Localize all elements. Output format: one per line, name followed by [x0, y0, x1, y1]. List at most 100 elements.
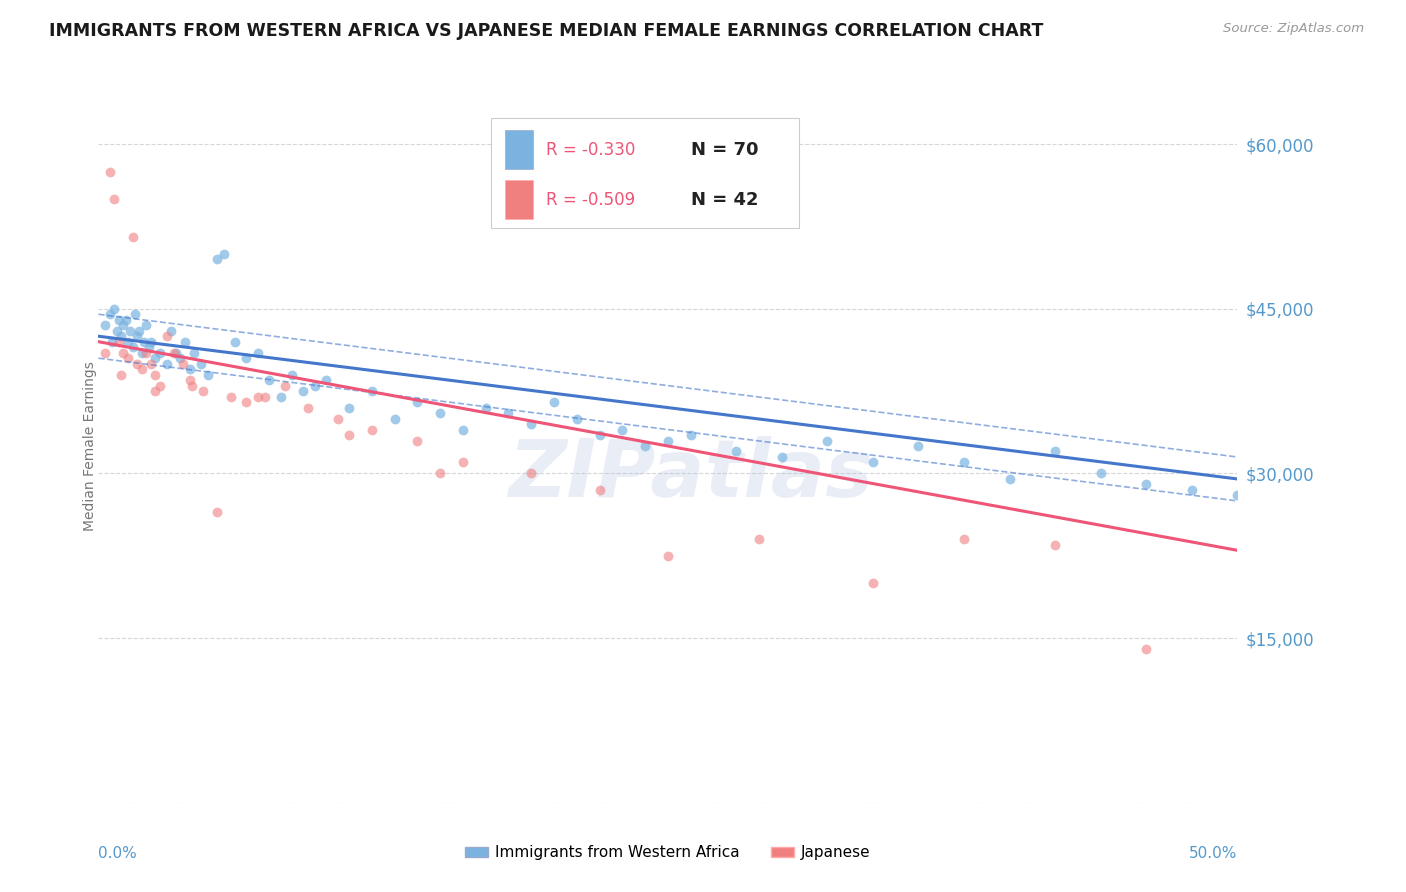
Point	[337, 401, 360, 415]
Point	[197, 368, 219, 382]
Point	[657, 549, 679, 563]
Point	[98, 307, 121, 321]
Text: Source: ZipAtlas.com: Source: ZipAtlas.com	[1223, 22, 1364, 36]
Point	[149, 345, 172, 359]
Point	[1090, 467, 1112, 481]
Point	[132, 334, 155, 349]
Point	[270, 390, 292, 404]
Point	[117, 351, 139, 366]
Point	[520, 417, 543, 431]
Point	[360, 423, 382, 437]
Text: N = 42: N = 42	[690, 191, 758, 209]
Point	[212, 247, 235, 261]
Text: N = 70: N = 70	[690, 141, 758, 159]
Point	[114, 312, 136, 326]
Text: IMMIGRANTS FROM WESTERN AFRICA VS JAPANESE MEDIAN FEMALE EARNINGS CORRELATION CH: IMMIGRANTS FROM WESTERN AFRICA VS JAPANE…	[49, 22, 1043, 40]
Point	[451, 455, 474, 469]
Point	[998, 472, 1021, 486]
Point	[246, 345, 269, 359]
Point	[315, 373, 337, 387]
Point	[180, 378, 202, 392]
FancyBboxPatch shape	[505, 130, 533, 169]
Point	[135, 318, 157, 333]
Point	[94, 318, 117, 333]
Point	[815, 434, 838, 448]
Point	[406, 434, 429, 448]
Point	[160, 324, 183, 338]
Point	[1135, 477, 1157, 491]
Point	[1135, 642, 1157, 657]
Point	[124, 307, 146, 321]
Point	[103, 301, 125, 316]
Point	[326, 411, 349, 425]
Point	[98, 164, 121, 178]
Point	[193, 384, 215, 398]
Y-axis label: Median Female Earnings: Median Female Earnings	[83, 361, 97, 531]
Point	[474, 401, 496, 415]
Point	[725, 444, 748, 458]
Point	[498, 406, 520, 420]
Point	[127, 329, 149, 343]
Point	[121, 230, 143, 244]
Point	[108, 312, 131, 326]
Point	[304, 378, 326, 392]
Point	[165, 345, 187, 359]
Point	[110, 368, 132, 382]
Point	[520, 467, 543, 481]
Point	[259, 373, 281, 387]
Point	[121, 340, 143, 354]
Point	[451, 423, 474, 437]
Point	[108, 334, 131, 349]
Point	[337, 428, 360, 442]
Point	[360, 384, 382, 398]
Point	[183, 345, 205, 359]
Point	[179, 362, 201, 376]
Point	[953, 455, 976, 469]
Point	[862, 455, 884, 469]
Point	[1226, 488, 1249, 502]
Point	[105, 324, 128, 338]
Point	[297, 401, 319, 415]
Point	[131, 362, 153, 376]
Point	[235, 351, 257, 366]
Point	[748, 533, 770, 547]
Text: R = -0.509: R = -0.509	[546, 191, 636, 209]
Text: 50.0%: 50.0%	[1189, 846, 1237, 861]
Point	[612, 423, 634, 437]
Point	[112, 318, 135, 333]
Point	[634, 439, 657, 453]
Point	[565, 411, 588, 425]
Point	[588, 428, 610, 442]
Text: R = -0.330: R = -0.330	[546, 141, 636, 159]
Point	[205, 505, 228, 519]
Point	[172, 357, 194, 371]
Point	[174, 334, 197, 349]
Point	[1043, 444, 1066, 458]
FancyBboxPatch shape	[505, 180, 533, 219]
Point	[145, 368, 167, 382]
Point	[253, 390, 276, 404]
Point	[120, 324, 142, 338]
Point	[101, 334, 124, 349]
Point	[169, 351, 191, 366]
Point	[112, 345, 135, 359]
Point	[135, 345, 157, 359]
Point	[156, 357, 179, 371]
Point	[588, 483, 610, 497]
Point	[149, 378, 172, 392]
Point	[292, 384, 315, 398]
Point	[110, 329, 132, 343]
Point	[384, 411, 406, 425]
Point	[429, 467, 451, 481]
FancyBboxPatch shape	[491, 118, 799, 228]
Point	[131, 345, 153, 359]
Text: ZIPatlas: ZIPatlas	[508, 435, 873, 514]
Point	[139, 334, 162, 349]
Point	[224, 334, 246, 349]
Point	[117, 334, 139, 349]
Point	[128, 324, 150, 338]
Point	[406, 395, 429, 409]
Point	[679, 428, 702, 442]
Point	[281, 368, 304, 382]
Point	[657, 434, 679, 448]
